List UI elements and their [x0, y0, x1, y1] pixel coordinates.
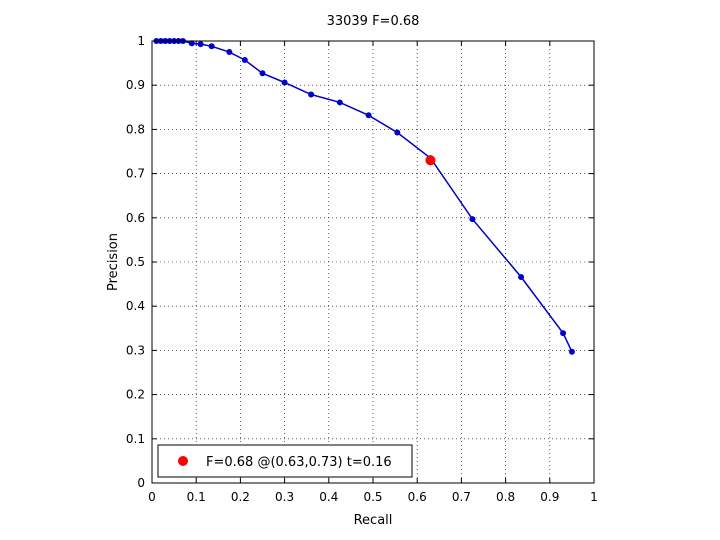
pr-curve-point [469, 216, 476, 223]
axis-ticks: 0 0.1 0.2 0.3 0.4 0.5 0.6 0.7 0.8 0.9 1 0 0.1 0.2 0.3 0… [126, 34, 598, 504]
y-tick-label: 0.5 [126, 255, 145, 269]
pr-curve-point [188, 40, 195, 47]
legend-label: F=0.68 @(0.63,0.73) t=0.16 [206, 455, 392, 470]
x-tick-label: 0.1 [187, 490, 206, 504]
best-f-point [425, 155, 436, 166]
legend-box [157, 444, 413, 478]
pr-curve-point [197, 41, 204, 48]
x-axis-label: Recall [354, 513, 393, 528]
x-tick-label: 1 [590, 490, 598, 504]
pr-curve-point [518, 274, 525, 281]
pr-curve-point [365, 112, 372, 119]
pr-curve-point [226, 49, 233, 56]
pr-curve-point [281, 79, 288, 86]
y-tick-label: 0.7 [126, 167, 145, 181]
x-tick-label: 0.2 [231, 490, 250, 504]
pr-curve-point [241, 57, 248, 64]
grid-lines [152, 41, 594, 483]
x-tick-label: 0.7 [452, 490, 471, 504]
x-tick-label: 0.8 [496, 490, 515, 504]
legend: F=0.68 @(0.63,0.73) t=0.16 [157, 444, 413, 478]
y-tick-label: 0 [137, 476, 145, 490]
pr-curve-point [336, 99, 343, 106]
x-tick-label: 0.6 [408, 490, 427, 504]
pr-curve-point [394, 129, 401, 136]
y-tick-label: 0.4 [126, 299, 145, 313]
pr-curve-point [208, 43, 215, 50]
y-tick-label: 0.8 [126, 122, 145, 136]
y-tick-label: 0.9 [126, 78, 145, 92]
y-tick-label: 0.6 [126, 211, 145, 225]
pr-curve-point [568, 348, 575, 355]
y-tick-label: 1 [137, 34, 145, 48]
pr-curve-point [259, 70, 266, 77]
x-tick-label: 0.9 [540, 490, 559, 504]
y-tick-label: 0.2 [126, 388, 145, 402]
y-tick-label: 0.1 [126, 432, 145, 446]
x-tick-label: 0.5 [363, 490, 382, 504]
legend-marker [178, 456, 188, 466]
x-tick-label: 0 [148, 490, 156, 504]
y-axis-label: Precision [106, 233, 121, 291]
y-tick-label: 0.3 [126, 343, 145, 357]
plot-frame [151, 40, 595, 484]
pr-curve-point [560, 330, 567, 337]
x-tick-label: 0.3 [275, 490, 294, 504]
pr-curve-point [308, 91, 315, 98]
chart-title: 33039 F=0.68 [327, 14, 420, 29]
x-tick-label: 0.4 [319, 490, 338, 504]
